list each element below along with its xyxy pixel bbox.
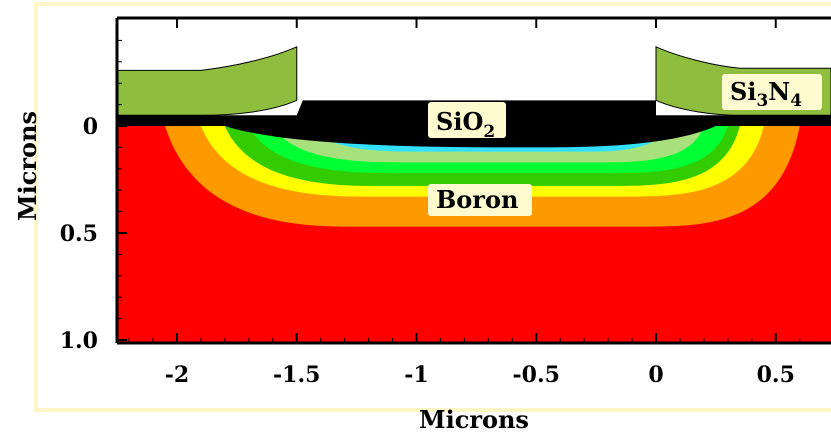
y-tick-label: 1.0: [60, 328, 98, 354]
x-tick-label: -0.5: [513, 362, 560, 388]
y-tick-label: 0.5: [60, 221, 98, 247]
sio2-label: SiO2: [436, 107, 495, 142]
axes: -2 -1.5 -1 -0.5 0 0.5 0 0.5 1.0 Microns Microns: [13, 16, 831, 434]
y-axis-title: Microns: [13, 111, 42, 221]
si3n4-left: [117, 46, 298, 116]
sio2-label-bg: [428, 102, 506, 138]
plot-area: [117, 18, 831, 343]
x-tick-label: 0.5: [757, 362, 795, 388]
si3n4-label: Si3N4: [730, 77, 802, 111]
figure-border: [34, 2, 831, 412]
x-tick-label: -2: [165, 362, 189, 388]
si3n4-label-bg: [722, 74, 822, 110]
y-tick-label: 0: [83, 114, 98, 140]
x-tick-label: 0: [648, 362, 663, 388]
boron-label-bg: [428, 184, 532, 216]
region-labels: SiO2 Si3N4 Boron: [428, 74, 822, 216]
x-tick-label: -1.5: [273, 362, 320, 388]
x-axis-title: Microns: [419, 405, 529, 434]
boron-label: Boron: [436, 185, 518, 214]
x-tick-label: -1: [404, 362, 428, 388]
